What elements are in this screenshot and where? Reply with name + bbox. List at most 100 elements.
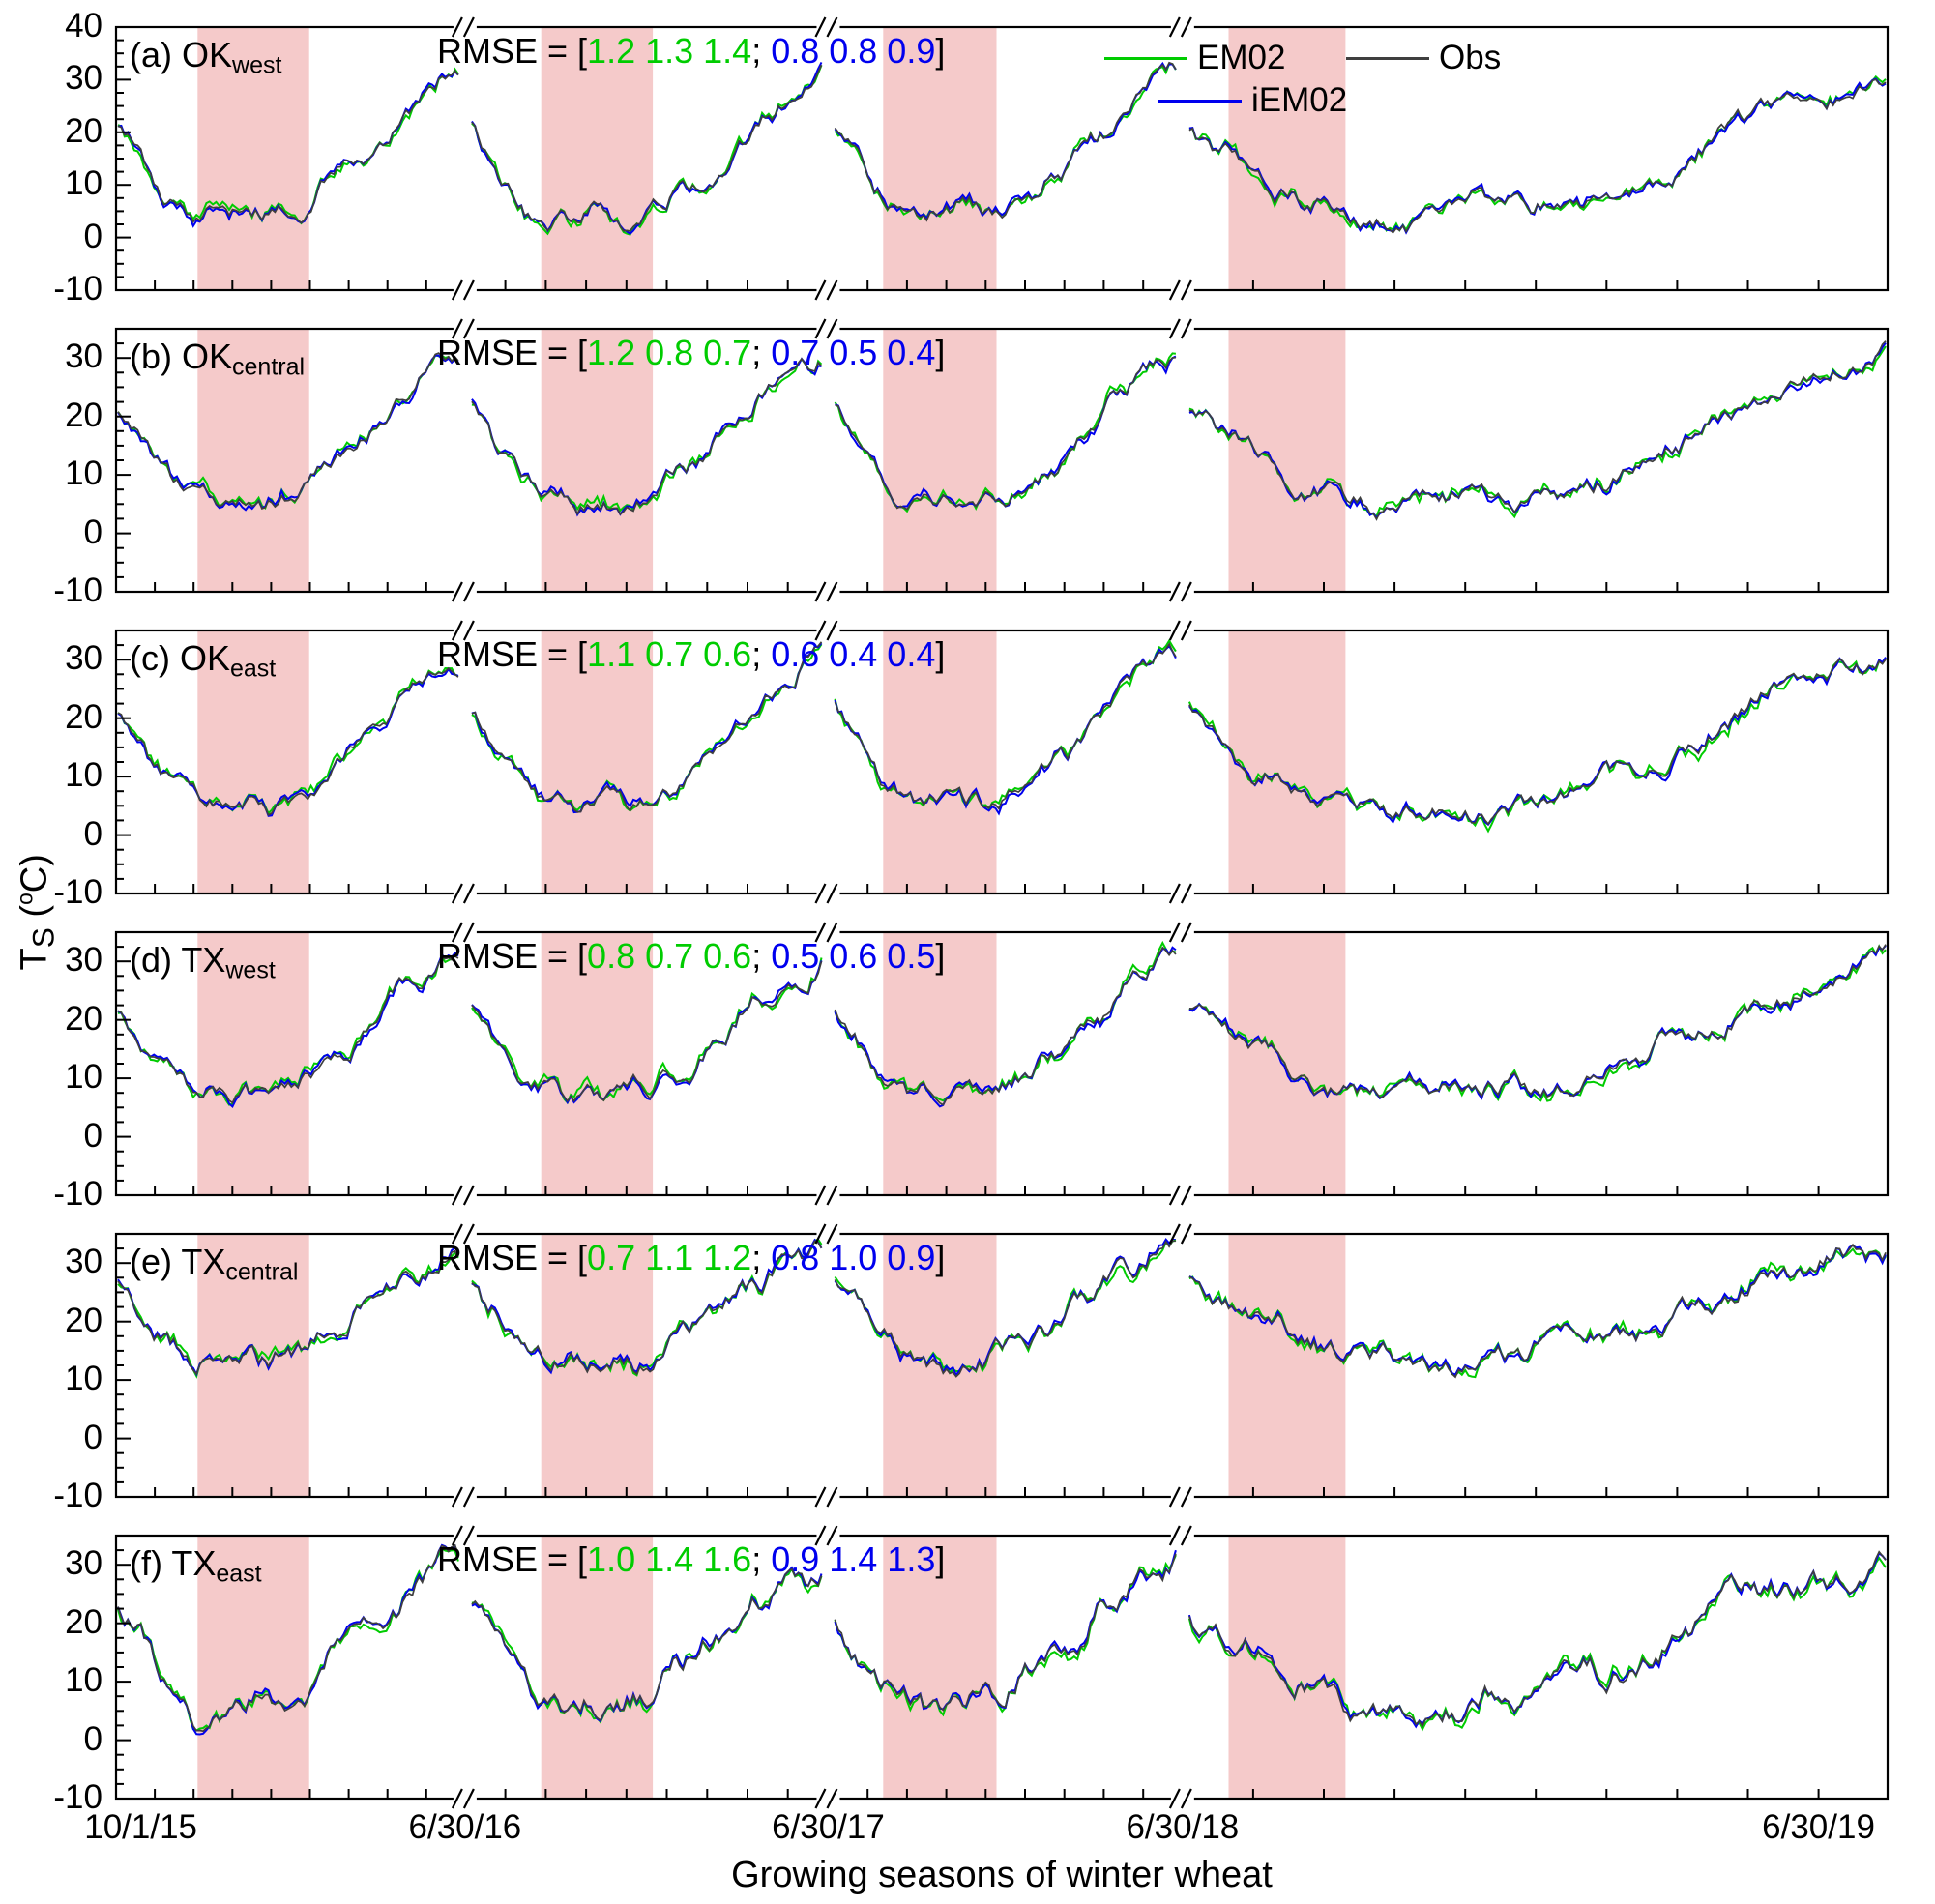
axis-break-mark	[826, 1486, 838, 1508]
axis-break-mark	[451, 1185, 463, 1206]
series-obs-line	[117, 666, 459, 816]
series-obs-line	[1188, 340, 1887, 521]
y-axis-title-pre: (	[14, 904, 55, 928]
panel-frame	[114, 25, 1890, 292]
axis-break-mark	[451, 620, 463, 641]
panel-c	[114, 620, 1890, 904]
axis-break-gap	[453, 1229, 477, 1239]
axis-break-mark	[826, 883, 838, 904]
axis-break-mark	[826, 279, 838, 301]
winter-shading-band	[541, 330, 654, 591]
axis-break-gap	[1170, 626, 1194, 635]
axis-break-gap	[1170, 324, 1194, 334]
axis-break-mark	[1168, 581, 1181, 602]
series-obs-line	[1188, 944, 1887, 1098]
series-obs-line	[117, 954, 459, 1104]
y-axis-title-base: T	[14, 948, 55, 971]
axis-break-mark	[451, 1788, 463, 1809]
axis-break-mark	[1168, 1788, 1181, 1809]
axis-break-mark	[451, 279, 463, 301]
axis-break-gap	[453, 927, 477, 937]
axis-break-mark	[462, 581, 475, 602]
axis-break-mark	[451, 1525, 463, 1546]
axis-break-mark	[826, 1185, 838, 1206]
axis-break-mark	[451, 16, 463, 38]
axis-ticks	[117, 931, 1820, 1196]
winter-shading-band	[1228, 1537, 1346, 1798]
axis-break-gap	[1170, 927, 1194, 937]
series-iem02-line	[834, 946, 1177, 1108]
axis-break-gap	[816, 1229, 840, 1239]
series-obs-line	[835, 356, 1176, 511]
axis-break-mark	[1180, 883, 1192, 904]
axis-break-gap	[453, 22, 477, 32]
axis-break-gap	[1170, 889, 1194, 898]
axis-break-gap	[816, 626, 840, 635]
winter-shading-band	[883, 933, 997, 1194]
axis-break-mark	[1168, 620, 1181, 641]
winter-shading-band	[1228, 28, 1346, 289]
axis-break-mark	[814, 279, 827, 301]
panel-d	[114, 922, 1890, 1206]
series-obs-line	[117, 1249, 459, 1376]
axis-break-mark	[1168, 318, 1181, 339]
panel-frame	[114, 327, 1890, 594]
series-iem02-line	[471, 960, 823, 1105]
panel-e	[114, 1223, 1890, 1508]
axis-break-mark	[462, 1788, 475, 1809]
series-iem02-line	[1188, 945, 1887, 1100]
winter-shading-band	[883, 330, 997, 591]
axis-break-mark	[462, 883, 475, 904]
axis-break-gap	[1170, 1229, 1194, 1239]
axis-break-gap	[453, 324, 477, 334]
axis-break-gap	[453, 1492, 477, 1502]
axis-break-gap	[453, 1190, 477, 1200]
winter-shading-band	[541, 933, 654, 1194]
axis-break-mark	[1168, 922, 1181, 943]
axis-ticks	[117, 1535, 1820, 1800]
axis-break-mark	[1180, 581, 1192, 602]
series-obs-line	[471, 1240, 823, 1376]
winter-shading-band	[197, 28, 309, 289]
axis-break-gap	[816, 1794, 840, 1803]
series-obs-line	[1188, 1550, 1887, 1728]
panel-a	[114, 16, 1890, 301]
axis-break-mark	[462, 1525, 475, 1546]
axis-break-mark	[451, 1486, 463, 1508]
series-obs-line	[1188, 78, 1887, 234]
axis-break-mark	[1180, 1185, 1192, 1206]
axis-break-mark	[814, 883, 827, 904]
axis-break-mark	[1168, 1185, 1181, 1206]
axis-break-gap	[453, 285, 477, 295]
winter-shading-band	[1228, 330, 1346, 591]
panel-frame	[114, 930, 1890, 1197]
axis-break-mark	[814, 16, 827, 38]
series-obs-line	[117, 1543, 459, 1733]
series-iem02-line	[117, 354, 459, 512]
axis-break-mark	[462, 620, 475, 641]
axis-break-mark	[462, 1223, 475, 1245]
axis-break-mark	[451, 883, 463, 904]
axis-break-mark	[814, 581, 827, 602]
axis-break-gap	[816, 1492, 840, 1502]
axis-break-mark	[462, 318, 475, 339]
axis-break-mark	[1168, 1223, 1181, 1245]
axis-break-mark	[1180, 318, 1192, 339]
axis-break-mark	[1180, 279, 1192, 301]
axis-break-gap	[816, 587, 840, 597]
panel-f	[114, 1525, 1890, 1809]
panel-b	[114, 318, 1890, 602]
axis-break-gap	[816, 889, 840, 898]
series-obs-line	[471, 64, 823, 232]
axis-break-mark	[826, 620, 838, 641]
axis-break-gap	[816, 22, 840, 32]
series-obs-line	[834, 946, 1177, 1106]
degree-symbol: o	[12, 893, 38, 905]
winter-shading-band	[197, 1537, 309, 1798]
x-axis-title: Growing seasons of winter wheat	[731, 1855, 1273, 1895]
axis-break-gap	[816, 324, 840, 334]
axis-break-mark	[826, 16, 838, 38]
panel-frame	[114, 1534, 1890, 1801]
